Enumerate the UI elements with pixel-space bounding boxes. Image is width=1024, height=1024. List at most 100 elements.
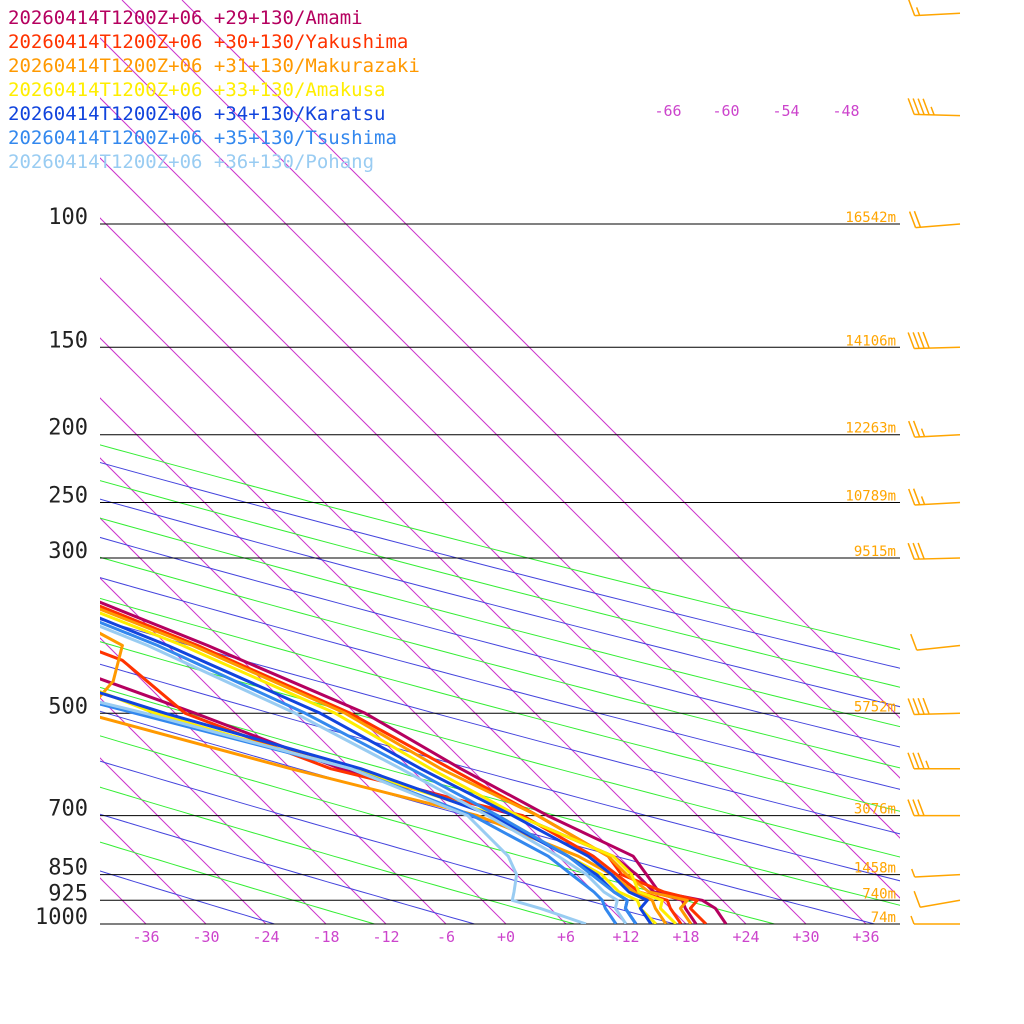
- height-label: 14106m: [845, 333, 896, 349]
- barb-flag: [917, 542, 925, 560]
- height-label: 74m: [871, 910, 896, 926]
- x-tick-label: +6: [557, 928, 575, 946]
- barb-flag: [917, 752, 925, 769]
- pressure-label: 150: [48, 328, 88, 353]
- temperature-label: -48: [832, 102, 859, 120]
- legend-entry: 20260414T1200Z+06 +29+130/Amami: [8, 7, 363, 29]
- barb-staff: [914, 113, 961, 117]
- dry-adiabat-line: [100, 556, 900, 769]
- dry-adiabat-line: [100, 686, 900, 906]
- height-label: 3076m: [854, 802, 896, 818]
- temperature-label: -60: [712, 102, 739, 120]
- dry-adiabat-line: [100, 577, 900, 790]
- barb-flag: [907, 420, 916, 438]
- barb-flag: [912, 98, 920, 115]
- barb-flag: [912, 799, 920, 816]
- dry-adiabat-line: [100, 536, 900, 748]
- barb-staff: [915, 223, 961, 229]
- height-label: 12263m: [845, 421, 896, 437]
- barb-flag: [908, 0, 916, 16]
- temperature-line-1: [100, 604, 708, 924]
- wind-barb: [908, 210, 961, 229]
- barb-staff: [914, 557, 961, 560]
- dry-adiabat-line: [100, 710, 877, 924]
- dewpoint-line-4: [100, 691, 638, 924]
- temperature-label: -66: [654, 102, 681, 120]
- x-tick-label: -12: [372, 928, 399, 946]
- wind-barb: [910, 915, 960, 925]
- wind-barb: [907, 799, 960, 817]
- height-label: 10789m: [845, 489, 896, 505]
- barb-staff: [914, 12, 961, 17]
- wind-barb: [913, 890, 961, 908]
- pressure-label: 100: [48, 205, 88, 230]
- pressure-lines: [100, 223, 900, 925]
- temperature-line-5: [100, 620, 638, 924]
- barb-half-flag: [910, 915, 915, 925]
- dry-adiabat-line: [100, 760, 677, 924]
- legend-entry: 20260414T1200Z+06 +30+130/Yakushima: [8, 31, 408, 53]
- x-tick-label: +30: [792, 928, 819, 946]
- dewpoint-line-3: [100, 690, 658, 924]
- x-tick-label: +24: [732, 928, 759, 946]
- isotherm-line: [100, 217, 807, 924]
- isotherm-line: [100, 637, 387, 924]
- x-tick-label: -30: [192, 928, 219, 946]
- barb-flag: [907, 542, 915, 560]
- barb-flag: [917, 799, 925, 816]
- x-tick-label: -36: [132, 928, 159, 946]
- barb-flag: [910, 633, 918, 651]
- barb-flag: [907, 799, 915, 816]
- pressure-label: 850: [48, 856, 88, 881]
- barb-half-flag: [920, 496, 926, 505]
- barb-flag: [922, 697, 930, 715]
- barb-half-flag: [920, 428, 926, 437]
- barb-flag: [912, 420, 921, 438]
- temperature-label: -54: [772, 102, 799, 120]
- barb-flag: [912, 488, 921, 505]
- height-label: 16542m: [845, 210, 896, 226]
- legend-entry: 20260414T1200Z+06 +36+130/Pohang: [8, 151, 374, 173]
- isotherm-line: [100, 277, 747, 924]
- legend-entry: 20260414T1200Z+06 +31+130/Makurazaki: [8, 55, 420, 77]
- barb-staff: [920, 899, 961, 908]
- barb-flag: [922, 98, 930, 116]
- barb-half-flag: [915, 7, 921, 16]
- barb-flag: [907, 488, 916, 506]
- height-label: 5752m: [854, 699, 896, 715]
- isotherm-line: [100, 97, 900, 899]
- dry-adiabat-line: [100, 786, 577, 924]
- barb-staff: [914, 873, 961, 878]
- wind-barb: [907, 98, 961, 117]
- dry-adiabat-line: [100, 813, 477, 924]
- isotherm-line: [100, 337, 687, 924]
- wind-barb: [910, 868, 961, 878]
- barb-flag: [912, 332, 920, 349]
- wind-barb: [907, 488, 961, 506]
- pressure-label: 250: [48, 484, 88, 509]
- barb-flag: [912, 698, 920, 715]
- barb-half-flag: [925, 760, 930, 769]
- x-tick-label: -24: [252, 928, 279, 946]
- pressure-label: 500: [48, 694, 88, 719]
- pressure-label: 925: [48, 881, 88, 906]
- x-tick-label: +18: [672, 928, 699, 946]
- temperature-profiles: [100, 600, 728, 924]
- pressure-label: 700: [48, 797, 88, 822]
- wind-barbs: [907, 0, 961, 925]
- dry-adiabat-line: [100, 870, 277, 924]
- barb-flag: [912, 752, 920, 769]
- isotherm-line: [100, 37, 900, 839]
- isotherm-line: [100, 697, 327, 924]
- temperature-line-6: [100, 624, 628, 924]
- x-tick-label: -18: [312, 928, 339, 946]
- x-tick-label: +36: [852, 928, 879, 946]
- barb-staff: [914, 501, 961, 506]
- barb-flag: [912, 542, 920, 560]
- dry-adiabat-line: [100, 641, 900, 858]
- dry-adiabat-line: [100, 444, 900, 651]
- pressure-label: 1000: [35, 905, 88, 930]
- x-tick-label: -6: [437, 928, 455, 946]
- x-tick-label: +12: [612, 928, 639, 946]
